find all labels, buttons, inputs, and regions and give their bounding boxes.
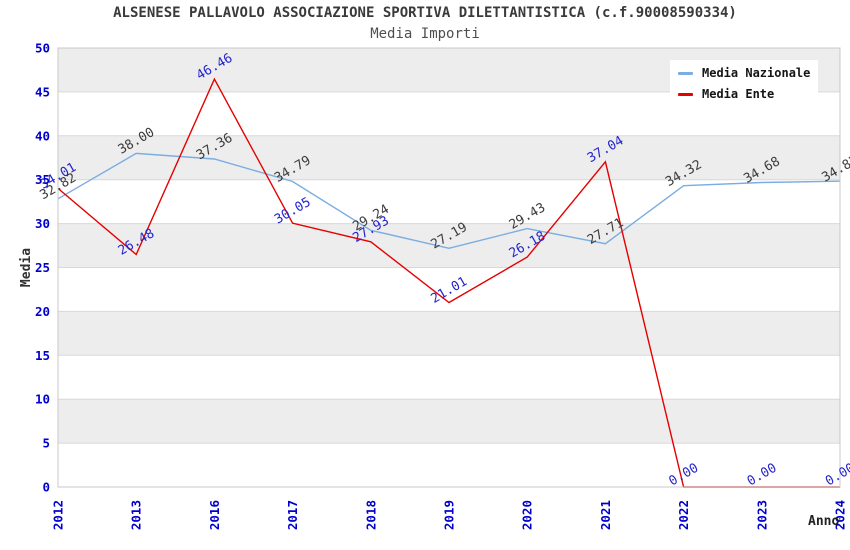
- legend-label: Media Ente: [702, 87, 775, 101]
- x-tick-label: 2017: [285, 500, 300, 530]
- x-tick-label: 2021: [598, 500, 613, 530]
- y-tick-label: 45: [35, 84, 50, 99]
- chart-title: ALSENESE PALLAVOLO ASSOCIAZIONE SPORTIVA…: [113, 5, 737, 21]
- y-tick-label: 20: [35, 304, 50, 319]
- legend-item-media-ente: Media Ente: [678, 87, 810, 101]
- media-ente-point-label: 0.00: [667, 461, 702, 490]
- x-axis-title: Anno: [808, 514, 840, 529]
- plot-band: [58, 223, 840, 268]
- x-tick-label: 2020: [520, 500, 535, 530]
- y-tick-label: 30: [35, 216, 50, 231]
- plot-band: [58, 135, 840, 180]
- chart-subtitle: Media Importi: [370, 26, 480, 42]
- media-ente-point-label: 0.00: [823, 461, 850, 490]
- media-ente-point-label: 0.00: [745, 461, 780, 490]
- media-ente-line-swatch: [678, 92, 693, 96]
- x-tick-label: 2012: [51, 500, 66, 530]
- plot-border: [57, 47, 841, 488]
- x-tick-label: 2024: [833, 500, 848, 530]
- y-tick-label: 0: [42, 480, 50, 495]
- x-tick-label: 2013: [129, 500, 144, 530]
- y-axis-title: Media: [19, 247, 35, 288]
- plot-band: [58, 311, 840, 356]
- y-tick-label: 35: [35, 172, 50, 187]
- legend-item-media-nazionale: Media Nazionale: [678, 66, 810, 80]
- y-tick-label: 10: [35, 392, 50, 407]
- legend-label: Media Nazionale: [702, 66, 811, 80]
- x-tick-label: 2019: [442, 500, 457, 530]
- y-tick-label: 50: [35, 41, 50, 56]
- plot-band: [58, 399, 840, 444]
- media-nazionale-line: [57, 152, 841, 250]
- y-tick-label: 5: [42, 436, 50, 451]
- legend: Media Nazionale Media Ente: [670, 60, 818, 108]
- x-tick-label: 2018: [363, 500, 378, 530]
- x-tick-label: 2023: [754, 500, 769, 530]
- y-tick-label: 15: [35, 348, 50, 363]
- y-tick-label: 40: [35, 128, 50, 143]
- x-tick-label: 2022: [676, 500, 691, 530]
- y-tick-label: 25: [35, 260, 50, 275]
- x-tick-label: 2016: [207, 500, 222, 530]
- media-nazionale-line-swatch: [678, 71, 693, 75]
